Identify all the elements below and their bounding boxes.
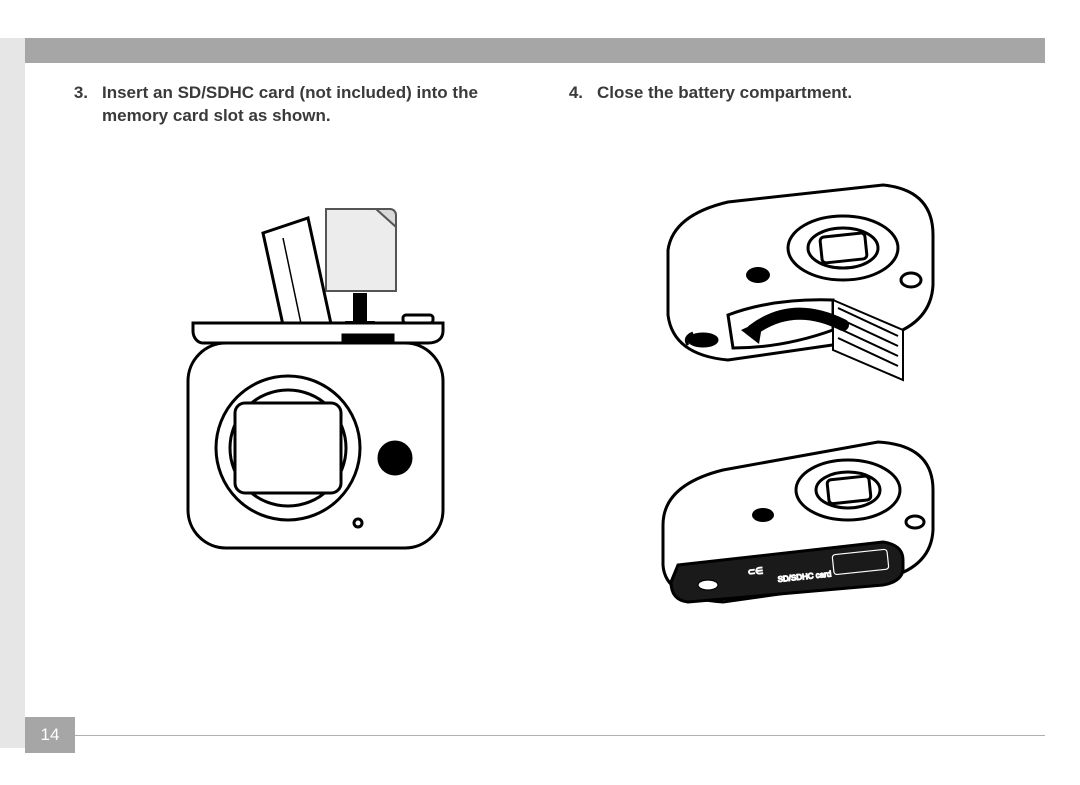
instruction-4: 4. Close the battery compartment. — [565, 82, 1020, 105]
column-step-3: 3. Insert an SD/SDHC card (not included)… — [70, 82, 525, 700]
top-bar — [25, 38, 1045, 63]
svg-text:ge: ge — [388, 453, 401, 468]
page-number-box: 14 — [25, 717, 75, 753]
step-number: 4. — [565, 82, 583, 105]
camera-closed-bottom-icon: SD/SDHC card ⊂∈ — [633, 430, 953, 610]
figure-insert-card: ge — [70, 163, 525, 700]
step-number: 3. — [70, 82, 88, 105]
step-text: Insert an SD/SDHC card (not included) in… — [102, 82, 525, 128]
page-number: 14 — [41, 725, 60, 745]
camera-closing-door-icon — [633, 180, 953, 390]
figure-close-compartment: SD/SDHC card ⊂∈ — [565, 140, 1020, 700]
column-step-4: 4. Close the battery compartment. — [565, 82, 1020, 700]
content-area: 3. Insert an SD/SDHC card (not included)… — [70, 82, 1020, 700]
left-sidebar — [0, 38, 25, 748]
step-text: Close the battery compartment. — [597, 82, 852, 105]
page-footer: 14 — [0, 717, 1080, 753]
camera-sd-insert-icon: ge — [133, 203, 463, 573]
footer-line — [75, 735, 1045, 736]
svg-text:⊂∈: ⊂∈ — [747, 565, 764, 577]
instruction-3: 3. Insert an SD/SDHC card (not included)… — [70, 82, 525, 128]
